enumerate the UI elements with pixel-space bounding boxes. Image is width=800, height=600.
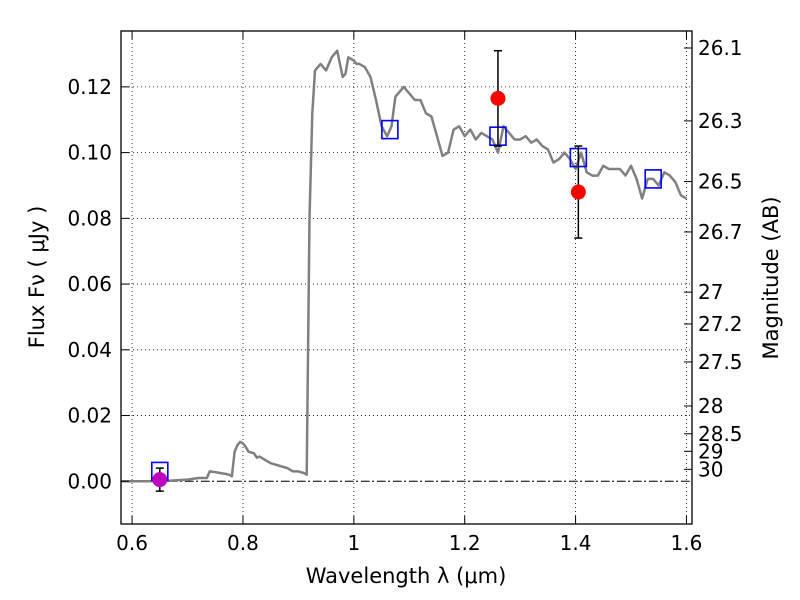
right-tick-label: 29 — [698, 439, 723, 463]
y-tick-label: 0.10 — [67, 141, 112, 165]
right-tick-label: 27 — [698, 280, 723, 304]
ticks: 0.6 0.8 1 1.2 1.4 1.6 0.00 0.02 0.04 0.06 0.08 0.10… — [67, 31, 743, 555]
y-tick-label: 0.06 — [67, 272, 112, 296]
model-spectrum-line — [121, 49, 688, 483]
x-tick-label: 1.4 — [560, 531, 592, 555]
right-tick-label: 28 — [698, 394, 723, 418]
right-tick-label: 27.5 — [698, 350, 743, 374]
x-tick-label: 1.6 — [671, 531, 703, 555]
x-tick-label: 0.8 — [227, 531, 259, 555]
right-tick-label: 26.1 — [698, 36, 743, 60]
y-tick-label: 0.08 — [67, 206, 112, 230]
right-tick-label: 26.5 — [698, 170, 743, 194]
x-tick-label: 1 — [347, 531, 360, 555]
x-tick-label: 0.6 — [116, 531, 148, 555]
right-axis-title: Magnitude (AB) — [759, 196, 783, 359]
model-band-flux-box — [381, 119, 399, 140]
model-band-flux-box — [644, 169, 662, 189]
y-axis-title: Flux Fν ( μJy ) — [25, 206, 49, 349]
non-detection-point — [152, 472, 168, 488]
x-axis-title: Wavelength λ (μm) — [306, 564, 507, 588]
observed-flux-point — [490, 90, 506, 106]
plot-area-background — [121, 31, 692, 524]
right-tick-label: 27.2 — [698, 312, 743, 336]
right-tick-label: 26.3 — [698, 109, 743, 133]
right-tick-label: 30 — [698, 457, 723, 481]
data-layer — [121, 49, 688, 492]
right-tick-label: 28.5 — [698, 422, 743, 446]
observed-flux-point — [570, 184, 586, 200]
x-tick-label: 1.2 — [449, 531, 481, 555]
y-tick-label: 0.12 — [67, 75, 112, 99]
y-tick-label: 0.02 — [67, 404, 112, 428]
right-tick-label: 26.7 — [698, 220, 743, 244]
y-tick-label: 0.04 — [67, 338, 112, 362]
plot-frame — [120, 30, 693, 525]
y-tick-label: 0.00 — [67, 469, 112, 493]
